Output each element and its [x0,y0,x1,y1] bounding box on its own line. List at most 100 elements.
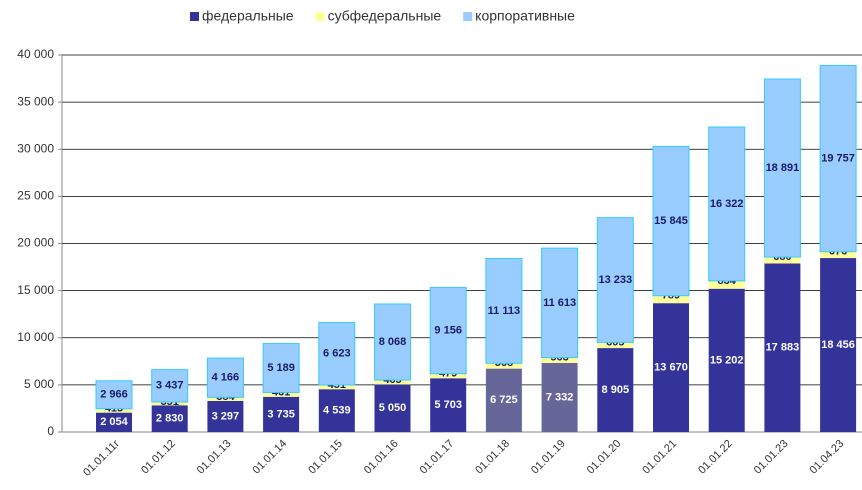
bar-segment [708,280,745,289]
value-label: 7 332 [546,391,574,403]
y-tick-label: 0 [47,424,54,438]
value-label: 15 202 [710,354,744,366]
value-label: 17 883 [766,342,800,354]
bar-segment [430,373,467,379]
value-label: 3 297 [212,410,240,422]
value-label: 18 456 [821,339,855,351]
x-tick-label: 01.04.23 [808,438,847,477]
value-label: 5 189 [267,362,295,374]
bar-segment [541,362,578,432]
bar-segment [263,396,300,432]
bar-segment [374,303,411,381]
bar-segment [262,343,300,393]
value-label: 4 166 [212,372,240,384]
bar-segment [763,78,801,258]
legend-label: субфедеральные [328,8,442,24]
bar-segment [820,258,857,432]
x-tick-label: 01.01.16 [362,438,401,477]
value-label: 5 703 [434,399,462,411]
value-label: 9 156 [434,324,462,336]
value-label: 13 233 [598,274,632,286]
value-label: 2 830 [156,413,184,425]
y-tick-label: 25 000 [17,189,54,203]
bar-segment [597,348,634,432]
value-label: 18 891 [766,162,800,174]
bar-segment [95,380,133,410]
bar-segment [485,258,523,364]
value-label: 6 623 [323,348,351,360]
bar-segment [206,357,244,398]
x-tick-label: 01.01.12 [139,438,178,477]
x-tick-label: 01.01.21 [640,438,679,477]
bar-segment [207,400,244,432]
y-tick-label: 15 000 [17,283,54,297]
legend-label: корпоративные [475,8,575,24]
value-label: 3 437 [156,380,184,392]
bar-segment [653,295,689,304]
bar-segment [652,145,690,297]
x-tick-label: 01.01.15 [306,438,345,477]
x-tick-label: 01.01.23 [752,438,791,477]
x-tick-label: 01.01.22 [696,438,735,477]
bar-segment [151,405,188,432]
value-label: 2 054 [100,416,128,428]
x-tick-label: 01.01.18 [473,438,512,477]
y-tick-label: 30 000 [17,141,54,155]
value-label: 6 725 [490,394,518,406]
bar-segment [596,217,634,343]
bar-segment [151,402,188,406]
bar-segment [207,397,244,401]
legend-swatch [463,12,473,21]
bar-segment [318,384,355,390]
x-tick-label: 01.01.17 [418,438,457,477]
bar-segment [318,389,355,432]
bar-segment [819,64,857,253]
bar-segment [374,384,411,432]
bar-segment [541,357,578,363]
value-label: 8 068 [379,336,407,348]
value-label: 11 113 [488,305,520,317]
legend-swatch [315,12,325,21]
bar-segment [653,303,689,432]
value-label: 16 322 [710,198,744,210]
value-label: 4 539 [323,405,351,417]
legend-swatch [190,12,199,21]
value-label: 2 966 [100,389,128,401]
bar-segment [151,369,189,403]
y-tick-label: 40 000 [17,47,54,61]
y-tick-label: 20 000 [17,236,54,250]
value-label: 13 670 [654,361,688,373]
bar-segment [318,322,356,386]
y-tick-label: 35 000 [17,94,54,108]
bar-segment [708,288,745,432]
bar-segment [485,363,522,369]
y-tick-label: 5 000 [24,377,54,391]
bar-segment [764,257,801,264]
bar-segment [708,126,746,282]
value-label: 8 905 [602,384,630,396]
bar-segment [597,342,634,349]
bar-segment [96,408,132,413]
x-tick-label: 01.01.14 [251,438,290,477]
legend-label: федеральные [202,8,294,24]
value-label: 15 845 [654,215,688,227]
bar-segment [541,247,579,359]
bar-segment [374,380,411,385]
bar-segment [263,392,300,397]
y-tick-label: 10 000 [17,330,54,344]
bar-segment [96,412,132,432]
value-label: 5 050 [379,402,407,414]
bar-segment [820,251,857,259]
bar-segment [429,286,467,375]
x-tick-label: 01.01.11г [81,438,122,479]
value-label: 11 613 [543,297,576,309]
x-tick-label: 01.01.13 [195,438,234,477]
x-tick-label: 01.01.19 [529,438,568,477]
bar-segment [764,263,801,432]
value-label: 3 735 [267,408,295,420]
value-label: 19 757 [821,152,855,164]
bar-segment [430,378,467,432]
x-tick-label: 01.01.20 [585,438,624,477]
bar-segment [485,368,522,432]
